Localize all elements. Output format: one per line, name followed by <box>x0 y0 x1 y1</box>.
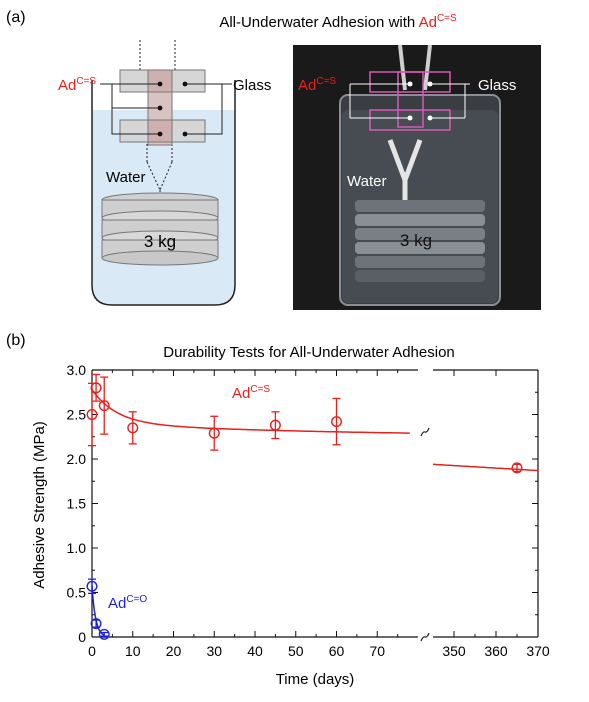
durability-chart: 0 0.5 1.0 1.5 2.0 2.5 3.0 0 10 20 30 40 50 60 70 350 360… <box>67 362 550 659</box>
beaker-outline <box>91 80 236 306</box>
data-point-ad-cs <box>208 427 220 439</box>
y-tick-label: 0.5 <box>67 585 87 601</box>
x-tick-label: 50 <box>288 643 304 659</box>
x-tick-label: 30 <box>206 643 222 659</box>
y-axis-label: Adhesive Strength (MPa) <box>31 421 48 589</box>
axis-break-upper <box>420 427 430 437</box>
data-point-ad-cs <box>331 416 343 428</box>
data-point-ad-cs <box>127 422 139 434</box>
photo-glass-label: Glass <box>478 77 516 94</box>
ad-pointer-line-lower <box>111 108 160 135</box>
y-tick-label: 3.0 <box>67 362 87 378</box>
x-tick-label: 370 <box>526 643 550 659</box>
y-tick-label: 2.5 <box>67 407 87 423</box>
data-point-ad-co <box>86 580 98 592</box>
x-tick-label: 60 <box>329 643 345 659</box>
panel-a-title-prefix: All-Underwater Adhesion with <box>219 14 418 31</box>
hanging-cone-left <box>146 161 161 191</box>
ad-pointer-dot-mid <box>157 105 163 111</box>
panel-a-label: (a) <box>6 9 26 26</box>
series-label-ad-co: AdC=O <box>108 594 147 612</box>
ad-pointer-dot-top <box>157 81 163 87</box>
photo-ad-label: AdC=S <box>298 76 336 94</box>
panel-a-title-ad: Ad <box>419 14 437 31</box>
y-tick-label: 0 <box>78 629 86 645</box>
hanging-cone-right <box>159 161 173 191</box>
x-tick-label: 10 <box>125 643 141 659</box>
photo-water-label: Water <box>347 173 386 190</box>
fit-curve-ad-cs-right <box>432 463 539 472</box>
series-label-ad-cs: AdC=S <box>232 384 270 402</box>
x-tick-label: 20 <box>166 643 182 659</box>
glass-pointer-dot-top <box>182 81 188 87</box>
diagram-glass-label: Glass <box>233 77 271 94</box>
x-tick-label: 40 <box>247 643 263 659</box>
x-tick-label: 70 <box>369 643 385 659</box>
panel-a-title: All-Underwater Adhesion with AdC=S <box>219 13 457 31</box>
data-point-ad-cs <box>269 419 281 431</box>
data-point-ad-cs <box>511 462 523 474</box>
diagram-ad-label: AdC=S <box>58 76 96 94</box>
panel-a-title-sup: C=S <box>437 13 457 24</box>
adhesive-top <box>147 69 173 93</box>
x-tick-label: 0 <box>88 643 96 659</box>
diagram-water-label: Water <box>106 169 145 186</box>
fit-curve-ad-cs-left <box>91 389 410 434</box>
data-point-ad-co <box>98 628 110 640</box>
data-point-ad-cs <box>98 400 110 412</box>
x-tick-label: 360 <box>484 643 508 659</box>
y-tick-label: 2.0 <box>67 451 87 467</box>
x-tick-label: 350 <box>442 643 466 659</box>
diagram-weight-label: 3 kg <box>144 232 176 251</box>
data-point-ad-co <box>90 618 102 630</box>
glass-pointer-dot-bottom <box>182 131 188 137</box>
adhesion-schematic: AdC=S Glass Water 3 kg <box>58 40 271 306</box>
adhesive-bottom <box>147 119 173 143</box>
ad-pointer-dot-bottom <box>157 131 163 137</box>
data-point-ad-cs <box>90 382 102 394</box>
y-tick-label: 1.0 <box>67 540 87 556</box>
chart-title: Durability Tests for All-Underwater Adhe… <box>163 344 455 361</box>
axis-break-bottom <box>420 632 430 642</box>
photo-weight-label: 3 kg <box>400 231 432 250</box>
y-tick-label: 1.5 <box>67 496 87 512</box>
glass-pointer-line <box>185 83 223 135</box>
x-axis-label: Time (days) <box>276 671 355 688</box>
data-point-ad-cs <box>86 409 98 421</box>
weight-stack <box>101 192 219 266</box>
panel-b-label: (b) <box>6 332 26 349</box>
experiment-photo: AdC=S Glass Water 3 kg <box>293 44 541 310</box>
